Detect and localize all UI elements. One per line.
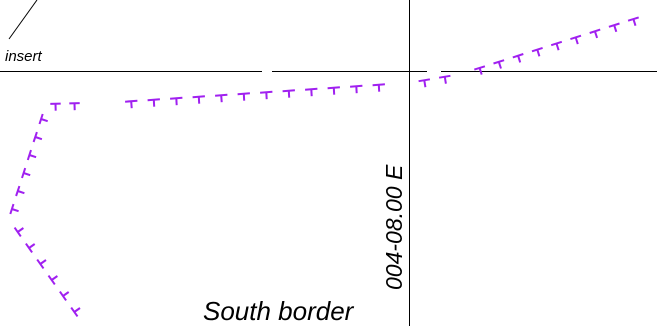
border-tick [443, 76, 447, 84]
border-dash [192, 95, 205, 99]
border-tick-symbol-24 [50, 102, 61, 111]
border-tick [423, 80, 427, 88]
border-dash [350, 84, 363, 88]
border-tick [574, 37, 579, 45]
border-tick [632, 18, 637, 27]
border-tick-symbol-0 [627, 16, 639, 27]
border-tick [29, 154, 37, 159]
border-tick-symbol-30 [9, 203, 19, 215]
border-tick-symbol-15 [282, 89, 295, 98]
insert-label: insert [5, 48, 43, 65]
border-tick [536, 49, 541, 57]
border-tick [17, 227, 24, 233]
border-tick-symbol-32 [25, 243, 36, 253]
insert-leader-line [8, 0, 38, 40]
south-border-label: South border [203, 296, 355, 326]
border-tick-symbol-3 [570, 34, 582, 45]
border-tick-symbol-31 [13, 227, 24, 237]
border-tick [73, 307, 81, 313]
border-dash [125, 99, 138, 103]
border-tick [39, 259, 47, 265]
border-tick [593, 30, 599, 39]
border-tick [62, 291, 70, 297]
border-dash [627, 16, 639, 22]
border-tick-symbol-1 [608, 22, 620, 33]
border-tick-symbol-34 [47, 275, 58, 285]
border-dash [372, 83, 385, 87]
border-tick [220, 95, 223, 103]
border-tick-symbol-36 [70, 307, 81, 317]
border-tick [23, 172, 31, 177]
border-dash [418, 78, 431, 83]
border-tick-symbol-20 [170, 96, 183, 106]
border-tick-symbol-8 [474, 65, 486, 75]
border-tick-symbol-28 [21, 167, 31, 179]
coordinate-label: 004-08.00 E [381, 164, 407, 290]
border-tick [497, 61, 502, 69]
border-tick-symbol-19 [192, 95, 205, 104]
border-tick [555, 43, 560, 51]
border-dash [327, 86, 340, 90]
border-dash [32, 131, 38, 143]
border-tick-symbol-5 [531, 46, 543, 57]
border-tick-symbol-26 [32, 131, 43, 143]
border-dash [237, 92, 250, 96]
border-tick-symbol-6 [512, 53, 524, 63]
border-dash [47, 275, 56, 285]
border-tick-symbol-25 [38, 113, 49, 125]
border-tick-symbol-27 [26, 149, 37, 161]
border-tick-symbol-2 [589, 28, 601, 39]
border-tick [478, 67, 483, 75]
border-dash [608, 22, 620, 28]
border-tick-symbol-21 [147, 98, 160, 107]
border-tick [28, 243, 36, 249]
border-tick-symbol-14 [305, 87, 318, 97]
border-tick-symbol-9 [438, 74, 451, 84]
border-tick [130, 101, 133, 109]
border-dash [170, 96, 183, 100]
border-dash [15, 185, 21, 197]
border-dash [260, 90, 273, 94]
border-tick-symbol-29 [15, 185, 25, 197]
border-tick-symbol-10 [418, 78, 431, 88]
border-dash [512, 53, 524, 59]
border-tick-symbol-33 [36, 259, 47, 269]
border-dash [305, 87, 318, 91]
border-tick [11, 208, 19, 213]
border-tick-symbol-17 [237, 92, 250, 101]
border-tick-symbol-18 [215, 93, 228, 103]
border-tick [17, 190, 25, 195]
border-tick-symbol-16 [260, 90, 273, 100]
border-dash [438, 74, 451, 79]
border-dash [282, 89, 295, 93]
border-dash [215, 93, 228, 97]
border-tick-symbol-22 [125, 99, 138, 109]
border-tick [51, 275, 58, 281]
border-tick-symbol-4 [550, 40, 563, 51]
border-tick [517, 55, 522, 63]
border-tick-symbol-11 [372, 83, 385, 92]
border-tick-symbol-35 [59, 291, 70, 301]
border-dash [147, 98, 160, 102]
border-tick-symbol-12 [350, 84, 363, 94]
border-tick [40, 118, 49, 123]
border-tick [613, 24, 618, 33]
border-tick-symbol-13 [327, 86, 340, 95]
border-tick-symbol-7 [493, 59, 505, 69]
border-tick-symbol-23 [69, 102, 80, 111]
border-tick [34, 136, 43, 141]
south-border-line [9, 16, 639, 317]
